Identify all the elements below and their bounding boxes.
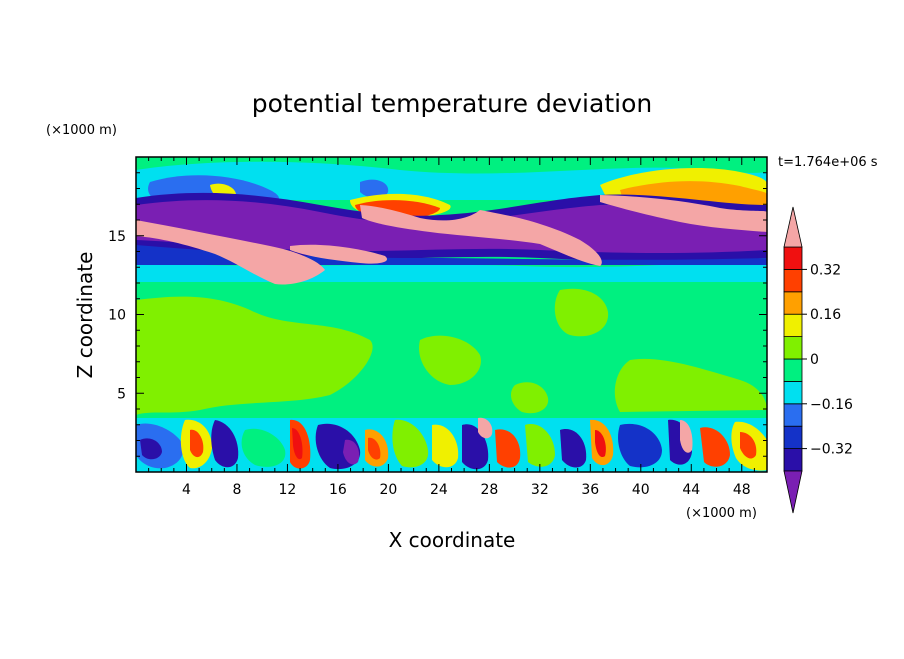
x-tick-label: 24 — [430, 482, 448, 498]
x-tick-label: 36 — [581, 482, 599, 498]
x-unit-label: (×1000 m) — [686, 506, 757, 521]
y-tick-label: 5 — [117, 386, 126, 402]
colorbar-segment — [783, 313, 803, 338]
y-axis-label: Z coordinate — [73, 252, 97, 379]
x-tick-label: 8 — [232, 482, 241, 498]
colorbar-under-arrow — [783, 470, 803, 514]
colorbar-over-arrow — [783, 206, 803, 248]
x-tick-label: 12 — [279, 482, 297, 498]
colorbar-segment — [783, 358, 803, 382]
colorbar-segment — [783, 425, 803, 450]
x-tick-label: 48 — [733, 482, 751, 498]
colorbar: 0.32 0.16 0 −0.16 −0.32 — [783, 206, 853, 514]
colorbar-tick-label: −0.32 — [810, 442, 853, 458]
colorbar-segment — [783, 246, 803, 270]
colorbar-tick-label: −0.16 — [810, 397, 853, 413]
chart-title: potential temperature deviation — [252, 89, 652, 118]
y-tick-label: 15 — [108, 229, 126, 245]
colorbar-segment — [783, 291, 803, 315]
y-axis-ticks: 5 10 15 — [108, 172, 767, 457]
x-tick-label: 40 — [632, 482, 650, 498]
x-tick-label: 44 — [682, 482, 700, 498]
x-tick-label: 32 — [531, 482, 549, 498]
colorbar-tick-label: 0.32 — [810, 262, 841, 278]
colorbar-segment — [783, 336, 803, 360]
x-tick-label: 28 — [480, 482, 498, 498]
colorbar-tick-label: 0.16 — [810, 307, 841, 323]
x-tick-label: 4 — [182, 482, 191, 498]
y-unit-label: (×1000 m) — [46, 123, 117, 138]
x-axis-label: X coordinate — [389, 528, 516, 552]
x-tick-label: 16 — [329, 482, 347, 498]
colorbar-segment — [783, 380, 803, 405]
x-axis-ticks: 4 8 12 16 20 24 28 32 36 40 44 48 — [148, 157, 755, 498]
temperature-field — [136, 157, 767, 472]
colorbar-tick-label: 0 — [810, 352, 819, 368]
y-tick-label: 10 — [108, 308, 126, 324]
x-tick-label: 20 — [379, 482, 397, 498]
colorbar-segment — [783, 268, 803, 293]
time-label: t=1.764e+06 s — [778, 155, 878, 170]
colorbar-segment — [783, 448, 803, 472]
colorbar-segment — [783, 403, 803, 427]
